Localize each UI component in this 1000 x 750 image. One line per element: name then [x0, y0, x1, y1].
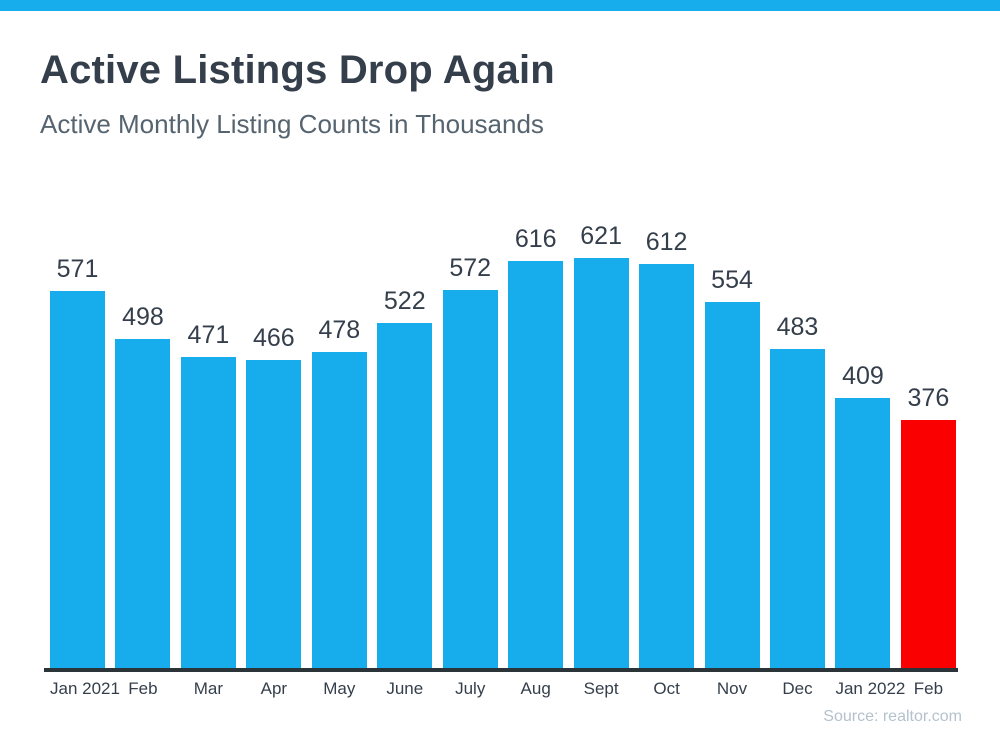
- bar-column: 621: [573, 208, 629, 668]
- bar-value-label: 612: [645, 228, 688, 256]
- bar-column: 466: [246, 208, 302, 668]
- x-axis-label: Oct: [653, 679, 680, 698]
- bar: [377, 323, 433, 668]
- bar-value-label: 616: [514, 225, 557, 253]
- bar-column: 498: [115, 208, 171, 668]
- bar-column: 471: [180, 208, 236, 668]
- bar-value-label: 466: [253, 324, 295, 352]
- bar-value-label: 572: [449, 254, 492, 282]
- bar: [442, 290, 498, 668]
- x-axis-line: [44, 668, 958, 672]
- bar: [311, 352, 367, 668]
- bar-column: 376: [900, 208, 956, 668]
- source-credit: Source: realtor.com: [823, 708, 962, 725]
- x-axis-label: Apr: [260, 679, 288, 698]
- bar-value-label: 483: [776, 313, 819, 341]
- bar-column: 571: [50, 208, 105, 668]
- bar-value-label: 478: [318, 316, 361, 344]
- bar-value-label: 522: [383, 287, 426, 315]
- x-axis-label: Jan 2021: [50, 679, 120, 698]
- bar-column: 554: [704, 208, 760, 668]
- bar: [900, 420, 956, 668]
- page-subtitle: Active Monthly Listing Counts in Thousan…: [40, 109, 544, 139]
- x-axis-label: Dec: [782, 679, 813, 698]
- bar: [50, 291, 105, 668]
- bar-value-label: 554: [711, 266, 753, 294]
- x-axis-label: July: [455, 679, 486, 698]
- bar-value-label: 409: [842, 362, 884, 390]
- bar: [508, 261, 564, 668]
- bar: [180, 357, 236, 668]
- bar-column: 483: [769, 208, 825, 668]
- bar: [246, 360, 302, 668]
- page-title: Active Listings Drop Again: [40, 48, 555, 92]
- bar-value-label: 621: [580, 222, 622, 250]
- x-axis-label: Feb: [128, 679, 158, 698]
- bar-column: 409: [835, 208, 891, 668]
- bar-value-label: 471: [187, 321, 230, 349]
- bar: [835, 398, 891, 668]
- x-axis-label: Sept: [583, 679, 619, 698]
- bar-value-label: 376: [907, 384, 950, 412]
- x-axis-label: May: [323, 679, 356, 698]
- bar-column: 612: [639, 208, 695, 668]
- bar-value-label: 571: [56, 255, 99, 283]
- bar: [769, 349, 825, 668]
- bar: [639, 264, 695, 668]
- bar-column: 478: [311, 208, 367, 668]
- accent-strip: [0, 0, 1000, 11]
- bar-column: 616: [508, 208, 564, 668]
- bar: [704, 302, 760, 668]
- x-axis-label: Mar: [193, 679, 224, 698]
- bar-column: 522: [377, 208, 433, 668]
- bar: [573, 258, 629, 668]
- bar-value-label: 498: [122, 303, 164, 331]
- x-axis-label: Nov: [716, 679, 748, 698]
- bars-container: 571 498 471 466 478 522 572 616 621 612 554 483 409 3…: [50, 208, 956, 668]
- x-axis-label: June: [386, 679, 424, 698]
- x-axis-labels: Jan 2021 Feb Mar Apr May June July Aug Sept Oct No…: [50, 679, 956, 699]
- x-axis-label: Jan 2022: [835, 679, 906, 698]
- bar: [115, 339, 171, 668]
- x-axis-label: Aug: [520, 679, 551, 698]
- x-axis-label: Feb: [913, 679, 944, 698]
- bar-column: 572: [442, 208, 498, 668]
